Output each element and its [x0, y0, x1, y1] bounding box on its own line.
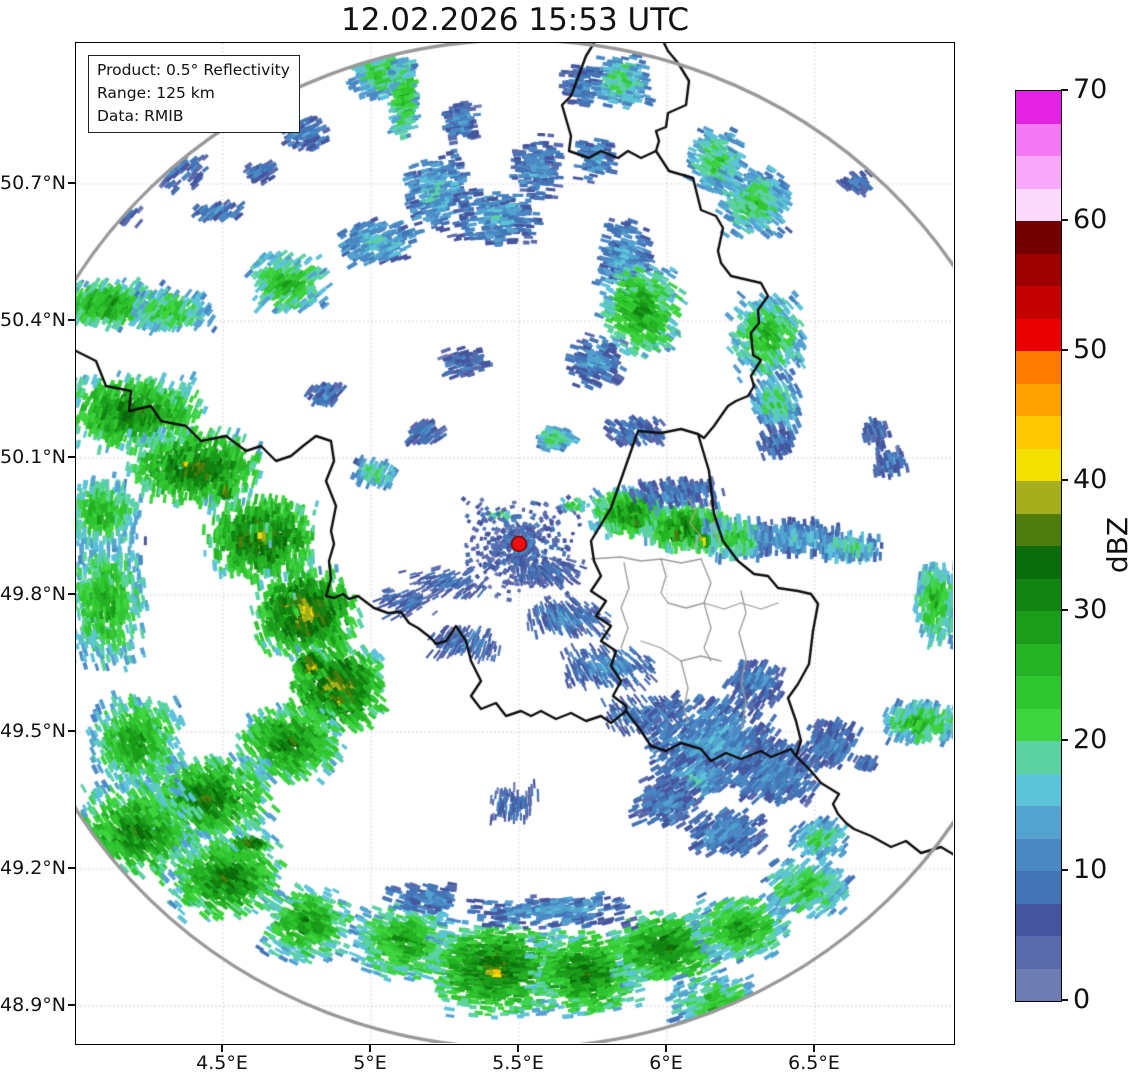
colorbar-segment: [1016, 936, 1061, 969]
colorbar-tick-mark: [1061, 869, 1068, 871]
colorbar-segment: [1016, 221, 1061, 254]
x-axis-tick-mark: [221, 1045, 223, 1052]
colorbar-tick-mark: [1061, 999, 1068, 1001]
y-axis-tick-mark: [68, 319, 75, 321]
colorbar-tick-label: 70: [1073, 74, 1108, 105]
colorbar-segment: [1016, 871, 1061, 904]
x-axis-tick-label: 5°E: [353, 1052, 387, 1074]
plot-title: 12.02.2026 15:53 UTC: [341, 2, 689, 38]
y-axis-tick-label: 50.1°N: [0, 446, 67, 468]
colorbar-segment: [1016, 578, 1061, 611]
y-axis-tick-label: 50.4°N: [0, 309, 67, 331]
x-axis-tick-label: 5.5°E: [492, 1052, 544, 1074]
colorbar-tick-label: 20: [1073, 724, 1108, 755]
y-axis-tick-mark: [68, 730, 75, 732]
info-range: Range: 125 km: [97, 84, 215, 102]
colorbar-tick-label: 0: [1073, 984, 1091, 1015]
product-info-box: Product: 0.5° Reflectivity Range: 125 km…: [88, 55, 300, 133]
colorbar-segment: [1016, 123, 1061, 156]
colorbar-segment: [1016, 611, 1061, 644]
colorbar-segment: [1016, 253, 1061, 286]
colorbar-segment: [1016, 448, 1061, 481]
colorbar-tick-label: 60: [1073, 204, 1108, 235]
y-axis-tick-mark: [68, 1004, 75, 1006]
y-axis-tick-mark: [68, 593, 75, 595]
y-axis-tick-label: 49.5°N: [0, 720, 67, 742]
y-axis-tick-label: 49.8°N: [0, 583, 67, 605]
colorbar-segment: [1016, 968, 1061, 1001]
colorbar-segment: [1016, 903, 1061, 936]
colorbar-tick-label: 30: [1073, 594, 1108, 625]
map-plot-area: [75, 42, 955, 1045]
colorbar-segment: [1016, 481, 1061, 514]
colorbar-segment: [1016, 546, 1061, 579]
y-axis-tick-label: 48.9°N: [0, 994, 67, 1016]
colorbar-tick-mark: [1061, 739, 1068, 741]
x-axis-tick-mark: [369, 1045, 371, 1052]
colorbar-tick-mark: [1061, 219, 1068, 221]
colorbar-segment: [1016, 416, 1061, 449]
info-data-source: Data: RMIB: [97, 107, 184, 125]
colorbar-segment: [1016, 741, 1061, 774]
reflectivity-colorbar: [1015, 90, 1062, 1002]
y-axis-tick-label: 50.7°N: [0, 172, 67, 194]
colorbar-axis-label: dBZ: [1101, 516, 1134, 574]
colorbar-segment: [1016, 156, 1061, 189]
info-product: Product: 0.5° Reflectivity: [97, 61, 290, 79]
colorbar-segment: [1016, 91, 1061, 124]
x-axis-tick-label: 4.5°E: [196, 1052, 248, 1074]
colorbar-tick-label: 10: [1073, 854, 1108, 885]
colorbar-segment: [1016, 351, 1061, 384]
colorbar-segment: [1016, 676, 1061, 709]
colorbar-segment: [1016, 838, 1061, 871]
colorbar-tick-mark: [1061, 349, 1068, 351]
radar-map-canvas: [76, 43, 953, 1043]
x-axis-tick-mark: [813, 1045, 815, 1052]
colorbar-segment: [1016, 318, 1061, 351]
x-axis-tick-mark: [665, 1045, 667, 1052]
colorbar-tick-mark: [1061, 89, 1068, 91]
colorbar-segment: [1016, 773, 1061, 806]
y-axis-tick-mark: [68, 456, 75, 458]
colorbar-segment: [1016, 383, 1061, 416]
y-axis-tick-mark: [68, 182, 75, 184]
colorbar-segment: [1016, 643, 1061, 676]
colorbar-segment: [1016, 513, 1061, 546]
colorbar-segment: [1016, 286, 1061, 319]
y-axis-tick-label: 49.2°N: [0, 857, 67, 879]
colorbar-segment: [1016, 188, 1061, 221]
x-axis-tick-label: 6°E: [649, 1052, 683, 1074]
colorbar-tick-label: 50: [1073, 334, 1108, 365]
x-axis-tick-label: 6.5°E: [788, 1052, 840, 1074]
colorbar-tick-mark: [1061, 609, 1068, 611]
colorbar-segment: [1016, 708, 1061, 741]
x-axis-tick-mark: [517, 1045, 519, 1052]
colorbar-segment: [1016, 806, 1061, 839]
colorbar-tick-label: 40: [1073, 464, 1108, 495]
y-axis-tick-mark: [68, 867, 75, 869]
colorbar-tick-mark: [1061, 479, 1068, 481]
